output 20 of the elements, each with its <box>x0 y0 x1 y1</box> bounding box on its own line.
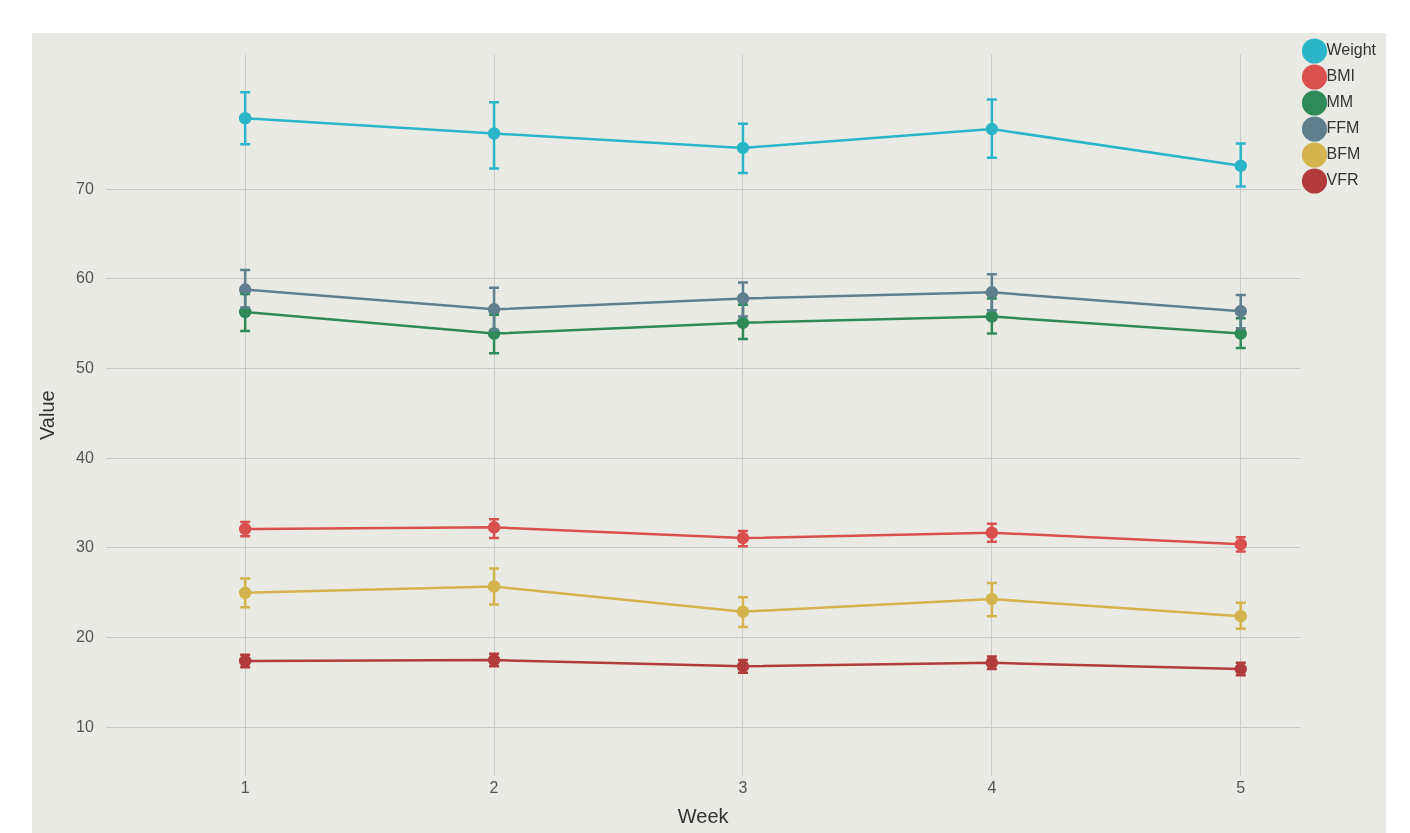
y-tick-label: 30 <box>76 538 94 556</box>
y-tick-label: 20 <box>76 628 94 646</box>
y-tick-label: 40 <box>76 448 94 466</box>
y-tick-label: 50 <box>76 358 94 376</box>
y-tick-label: 10 <box>76 717 94 735</box>
x-tick-label: 5 <box>1236 778 1246 796</box>
x-tick-label: 3 <box>738 778 748 796</box>
y-tick-label: 70 <box>76 179 94 197</box>
x-tick-label: 4 <box>987 778 997 796</box>
x-tick-label: 1 <box>240 778 250 796</box>
y-axis-title: Value <box>35 390 58 441</box>
y-tick-label: 60 <box>76 269 94 287</box>
legend-label: FFM <box>1326 119 1360 137</box>
legend-label: BFM <box>1326 145 1361 163</box>
legend-label: MM <box>1326 93 1354 111</box>
x-tick-label: 2 <box>489 778 499 796</box>
x-axis-title: Week <box>677 804 730 827</box>
legend-label: VFR <box>1326 171 1359 189</box>
legend-label: BMI <box>1326 67 1355 85</box>
legend-label: Weight <box>1326 41 1377 59</box>
